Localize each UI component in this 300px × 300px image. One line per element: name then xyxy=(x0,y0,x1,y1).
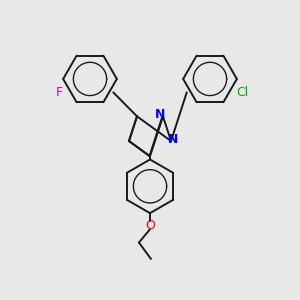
Text: N: N xyxy=(155,108,166,121)
Text: O: O xyxy=(145,219,155,232)
Text: F: F xyxy=(56,86,63,99)
Text: Cl: Cl xyxy=(236,86,248,99)
Text: N: N xyxy=(167,133,178,146)
